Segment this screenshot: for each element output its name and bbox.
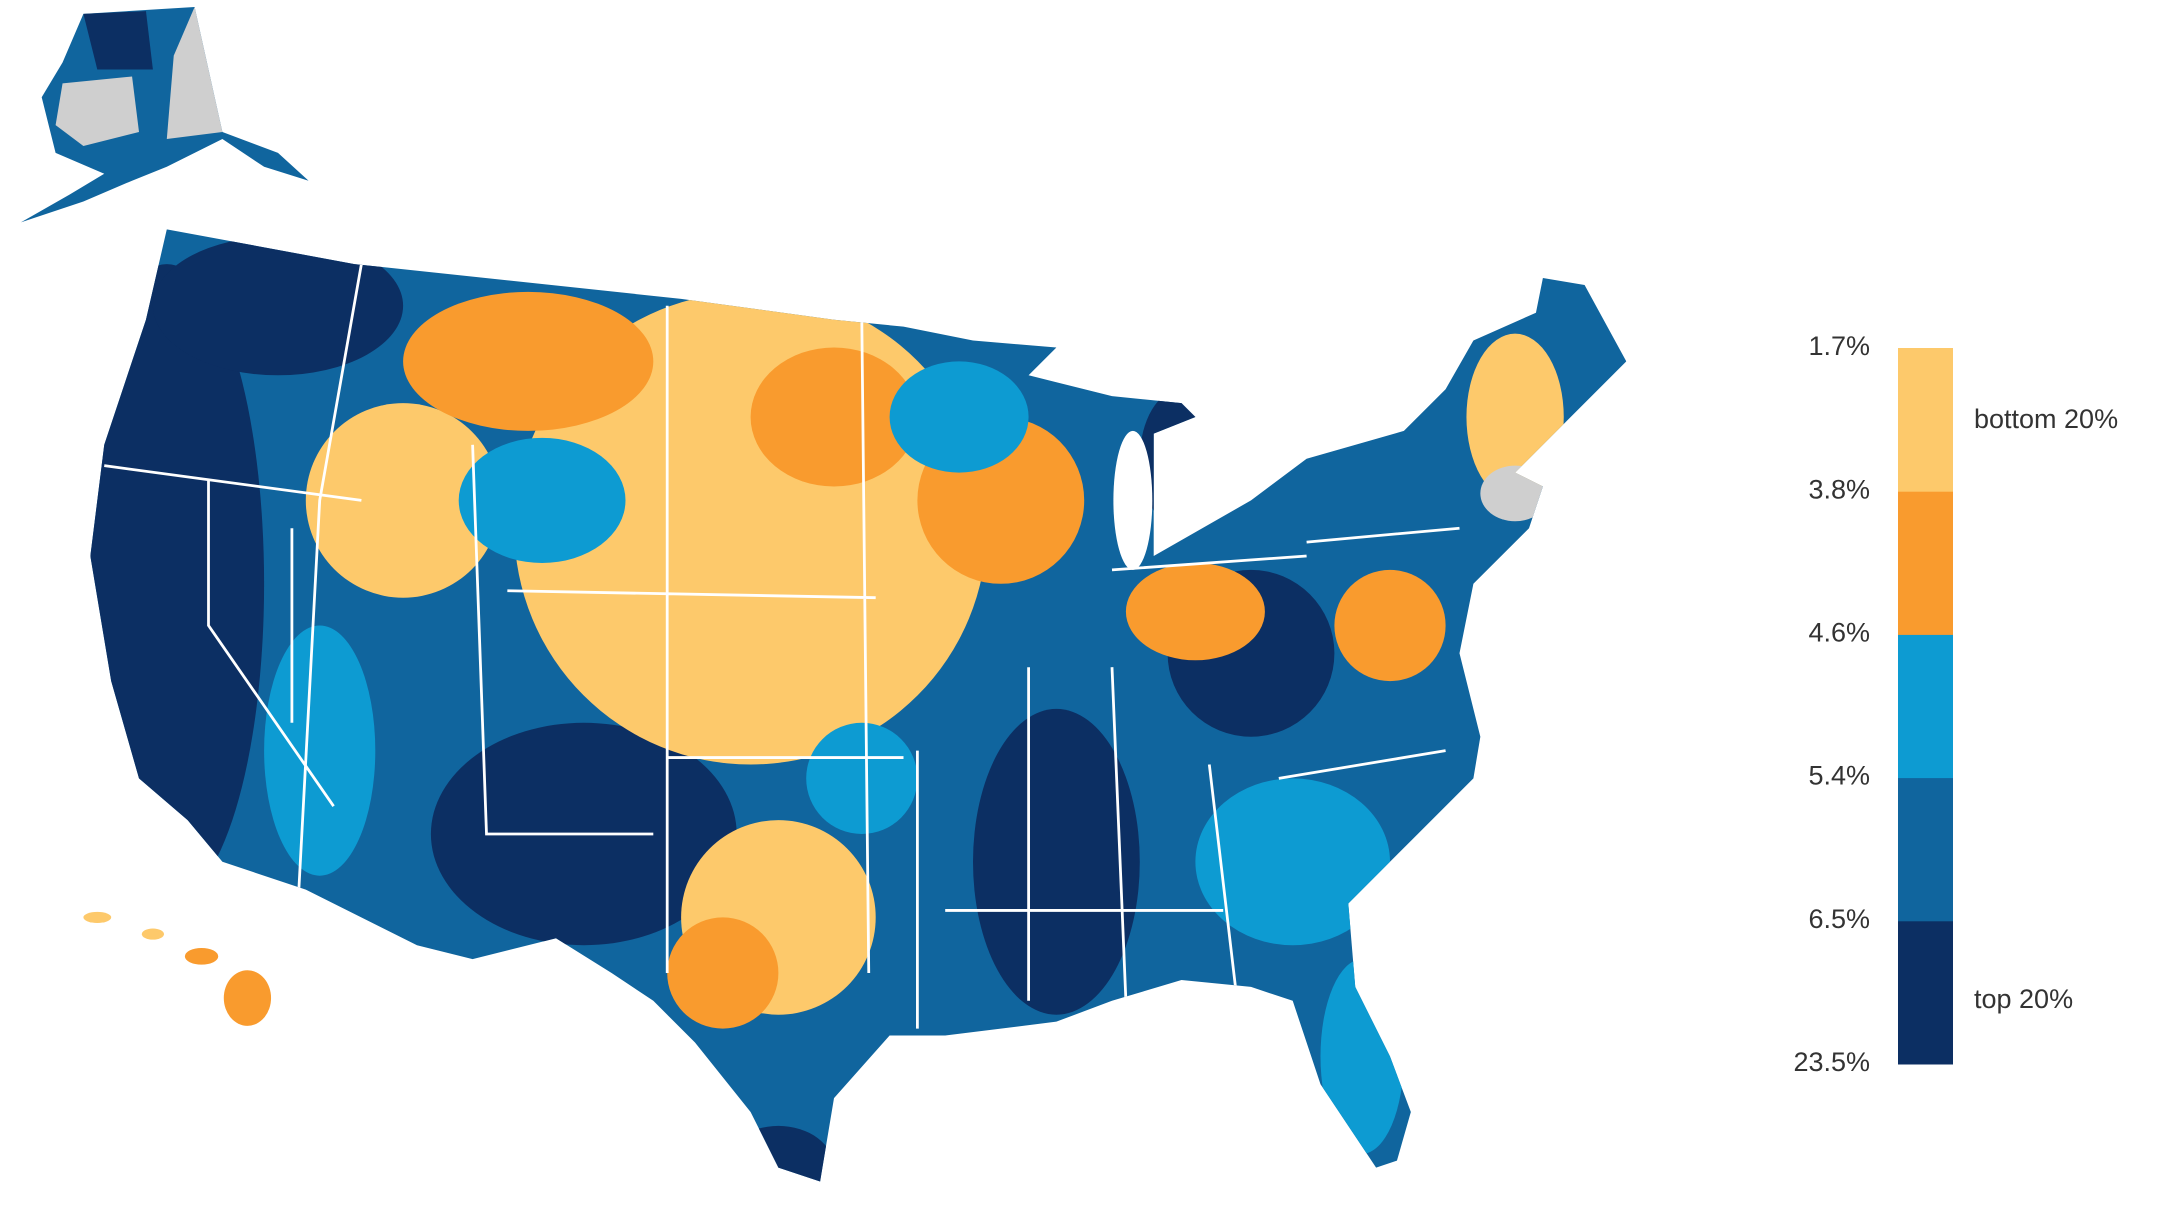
region <box>889 361 1029 473</box>
state-borders <box>104 263 1460 1029</box>
map <box>20 6 1627 1182</box>
alaska-no-data <box>166 6 223 140</box>
region-no-data <box>1480 465 1550 522</box>
hawaii <box>83 911 112 923</box>
region <box>264 625 376 876</box>
lake <box>1113 430 1153 570</box>
hawaii <box>184 947 219 965</box>
legend-band <box>1898 491 1953 635</box>
legend-band <box>1898 634 1953 779</box>
legend-tick-label: 6.5% <box>1808 904 1870 934</box>
region <box>667 917 779 1029</box>
legend-tick-label: 1.7% <box>1808 331 1870 361</box>
legend-tick-label: 23.5% <box>1793 1047 1870 1077</box>
region <box>750 347 918 487</box>
legend-bottom-label: bottom 20% <box>1974 404 2118 434</box>
region <box>722 1125 834 1182</box>
region <box>806 722 918 834</box>
hawaii <box>223 970 272 1026</box>
region <box>1125 562 1265 661</box>
alaska <box>20 6 309 223</box>
alaska-region <box>83 11 153 70</box>
legend-band <box>1898 348 1953 492</box>
legend-tick-label: 5.4% <box>1808 761 1870 791</box>
hawaii <box>141 928 165 940</box>
legend-tick-label: 3.8% <box>1808 474 1870 504</box>
legend: 23.5% 6.5% 5.4% 4.6% 3.8% 1.7% bottom 20% top… <box>1793 331 2118 1077</box>
region <box>152 236 404 376</box>
legend-band <box>1898 777 1953 922</box>
region <box>403 291 654 431</box>
legend-top-label: top 20% <box>1974 984 2073 1014</box>
region <box>305 403 501 598</box>
region <box>1334 569 1446 682</box>
region <box>458 437 626 563</box>
legend-band <box>1898 920 1953 1065</box>
region <box>1139 389 1224 529</box>
alaska-no-data <box>55 76 139 146</box>
region <box>1195 778 1390 946</box>
legend-tick-label: 4.6% <box>1808 618 1870 648</box>
region <box>1320 959 1404 1154</box>
region <box>973 708 1140 1015</box>
contiguous-us <box>90 229 1627 1182</box>
